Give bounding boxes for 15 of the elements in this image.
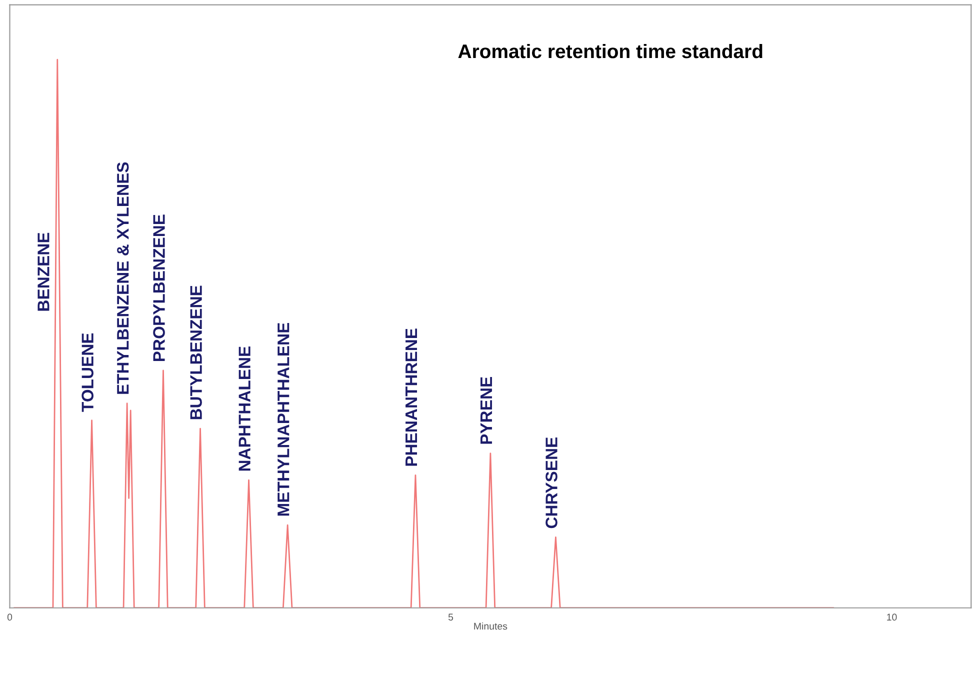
annotation: PYRENE bbox=[480, 377, 492, 444]
annotation: TOLUENE bbox=[82, 333, 94, 412]
chart-title: Aromatic retention time standard bbox=[458, 44, 762, 58]
annotation: PHENANTHRENE bbox=[406, 328, 418, 466]
x-tick-label: 10 bbox=[887, 614, 897, 621]
x-tick-label: 0 bbox=[7, 614, 12, 621]
annotation: METHYLNAPHTHALENE bbox=[278, 322, 290, 516]
annotation: BUTYLBENZENE bbox=[190, 286, 202, 420]
annotation: ETHYLBENZENE & XYLENES bbox=[116, 162, 129, 394]
annotation: NAPHTHALENE bbox=[238, 346, 250, 471]
annotation: CHRYSENE bbox=[546, 437, 558, 528]
x-tick-label: 5 bbox=[448, 614, 454, 621]
x-axis-title: Minutes bbox=[474, 622, 508, 630]
annotation: BENZENE bbox=[38, 232, 50, 311]
annotation: PROPYLBENZENE bbox=[153, 214, 165, 362]
